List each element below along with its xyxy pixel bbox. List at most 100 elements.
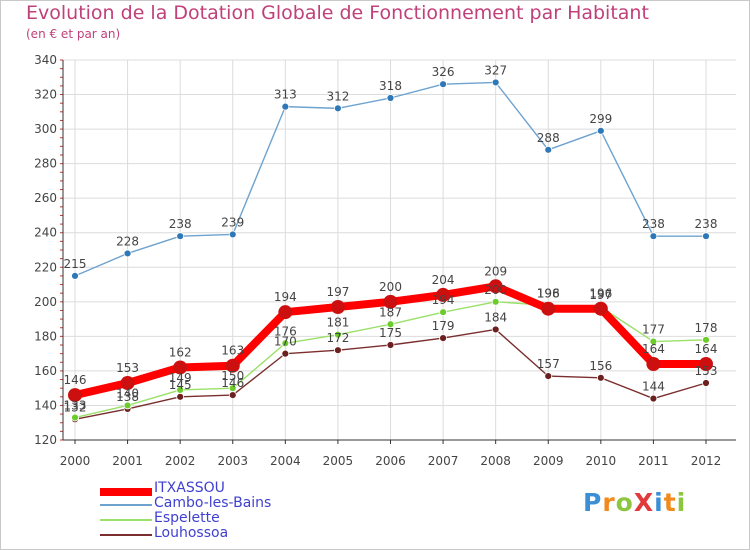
legend-swatch — [100, 488, 152, 496]
data-label: 132 — [64, 400, 87, 414]
data-label: 179 — [432, 319, 455, 333]
data-point — [120, 376, 135, 390]
y-tick-label: 340 — [34, 53, 57, 67]
data-point — [702, 335, 710, 344]
data-label: 194 — [432, 293, 455, 307]
data-point — [544, 145, 553, 154]
data-label: 197 — [589, 288, 612, 302]
data-label: 133 — [64, 399, 87, 413]
logo-letter: o — [615, 488, 634, 517]
data-label: 153 — [116, 361, 139, 375]
x-tick-label: 2011 — [638, 454, 669, 468]
data-point — [596, 373, 605, 382]
data-label: 162 — [169, 345, 192, 359]
grid — [63, 59, 736, 441]
data-point — [71, 413, 79, 422]
data-labels: 146 153 162 163 194 197 200 204 209 196 196 164 164 2… — [64, 63, 718, 414]
data-label: 204 — [432, 273, 455, 287]
data-point — [386, 94, 395, 102]
data-point — [228, 391, 237, 399]
data-label: 172 — [326, 331, 349, 345]
legend-label: ITXASSOU — [154, 480, 225, 496]
data-label: 228 — [116, 234, 139, 248]
data-label: 238 — [695, 217, 718, 231]
legend-swatch — [100, 534, 152, 536]
data-point — [173, 360, 188, 375]
data-point — [596, 126, 605, 135]
data-label: 181 — [326, 316, 349, 330]
y-tick-label: 260 — [34, 191, 57, 205]
y-tick-label: 200 — [34, 295, 57, 309]
data-point — [649, 232, 658, 241]
data-label: 318 — [379, 79, 402, 93]
data-label: 200 — [484, 283, 507, 297]
data-point — [176, 386, 185, 394]
data-point — [488, 279, 503, 294]
data-label: 153 — [695, 364, 718, 378]
data-label: 164 — [695, 342, 718, 356]
data-label: 198 — [537, 286, 560, 300]
x-tick-label: 2002 — [165, 454, 196, 468]
data-label: 149 — [169, 371, 192, 385]
data-point — [649, 394, 658, 403]
data-label: 184 — [484, 310, 507, 324]
x-tick-label: 2003 — [217, 454, 248, 468]
data-label: 178 — [695, 321, 718, 335]
proxiti-logo: ProXiti — [583, 488, 686, 517]
data-point — [439, 308, 447, 317]
legend-swatch — [100, 504, 152, 506]
axes: 120 140 160 180 200 220 240 260 280 300 320 340 2000… — [34, 53, 736, 468]
data-label: 313 — [274, 88, 297, 102]
y-tick-label: 220 — [34, 260, 57, 274]
data-point — [281, 349, 290, 358]
data-point — [491, 297, 500, 306]
data-label: 196 — [537, 287, 560, 301]
y-tick-label: 300 — [34, 122, 57, 136]
logo-letter: P — [583, 488, 603, 517]
logo-letter: i — [676, 488, 687, 517]
data-point — [702, 232, 710, 241]
chart-subtitle: (en € et par an) — [26, 27, 121, 41]
data-label: 150 — [221, 369, 244, 383]
data-label: 157 — [537, 357, 560, 371]
data-point — [281, 339, 290, 348]
data-label: 156 — [589, 359, 612, 373]
legend-label: Louhossoa — [154, 525, 229, 541]
x-tick-label: 2004 — [270, 454, 301, 468]
y-tick-label: 320 — [34, 88, 57, 102]
data-label: 175 — [379, 326, 402, 340]
data-point — [123, 401, 132, 410]
data-point — [646, 357, 661, 371]
data-label: 238 — [169, 217, 192, 231]
data-label: 138 — [116, 390, 139, 404]
data-point — [439, 334, 447, 342]
x-tick-label: 2012 — [691, 454, 722, 468]
data-point — [439, 80, 447, 89]
data-point — [491, 78, 500, 87]
x-tick-label: 2010 — [586, 454, 617, 468]
x-tick-label: 2007 — [428, 454, 459, 468]
x-tick-label: 2006 — [375, 454, 406, 468]
data-point — [176, 392, 185, 401]
logo-letter: r — [602, 488, 616, 517]
data-label: 194 — [274, 290, 297, 304]
data-label: 146 — [64, 373, 87, 387]
data-point — [176, 232, 185, 241]
x-tick-label: 2005 — [323, 454, 354, 468]
data-label: 170 — [274, 335, 297, 349]
logo-letter: t — [663, 488, 677, 517]
legend-label: Espelette — [154, 510, 220, 526]
x-tick-label: 2009 — [533, 454, 564, 468]
data-point — [649, 337, 658, 346]
y-tick-label: 120 — [34, 433, 57, 447]
data-label: 177 — [642, 323, 665, 337]
data-label: 163 — [221, 344, 244, 358]
data-label: 312 — [326, 89, 349, 103]
data-label: 196 — [589, 287, 612, 301]
data-label: 187 — [379, 305, 402, 319]
data-label: 299 — [589, 112, 612, 126]
y-tick-label: 160 — [34, 364, 57, 378]
series-cambo-les-bains — [71, 78, 710, 280]
data-point — [71, 272, 79, 280]
